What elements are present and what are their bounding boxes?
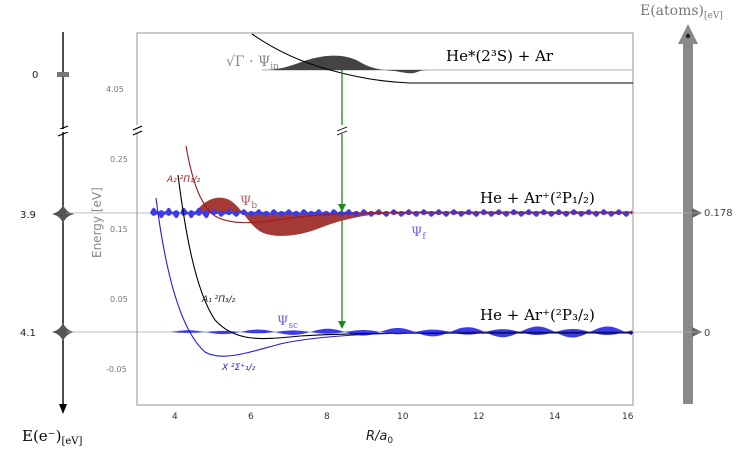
a2-potential-curve	[185, 145, 633, 224]
frame-break-a	[132, 125, 143, 131]
x-tick-14: 14	[549, 412, 561, 422]
scatter-wavefunction-label: Ψsc	[277, 314, 298, 331]
a1-label: A₁ ²Π₃/₂	[201, 295, 236, 305]
input-wavefunction-label: √Γ · Ψin	[226, 54, 279, 72]
y-tick-015: 0.15	[110, 225, 128, 234]
right-tick-0: 0	[704, 328, 710, 339]
left-axis-break-gap	[56, 129, 70, 132]
left-tick-39: 3.9	[20, 210, 36, 221]
x-tick-10: 10	[397, 412, 409, 422]
left-axis-spike-39	[52, 205, 74, 223]
left-axis-marker-0	[57, 72, 69, 77]
scatter-wavefunction-fill	[170, 326, 632, 338]
left-tick-41: 4.1	[20, 328, 36, 339]
left-axis-label: E(e⁻)[eV]	[22, 427, 82, 447]
x-tick-8: 8	[324, 412, 330, 422]
frame-break-b	[132, 130, 143, 136]
final-wavefunction-label: Ψf	[411, 225, 426, 242]
lower-region: A₁ ²Π₃/₂ X ²Σ⁺₁/₂ Ψsc He + Ar⁺(²P₃/₂)	[155, 174, 633, 373]
he-star-potential-curve	[251, 33, 633, 84]
x-potential-curve	[155, 197, 633, 357]
y-tick-m005: -0.05	[106, 365, 127, 374]
bound-wavefunction-label: Ψb	[240, 194, 257, 211]
left-axis-spike-41	[52, 323, 74, 341]
x-ticks: 4 6 8 10 12 14 16	[172, 412, 634, 422]
y-axis-label: Energy [eV]	[90, 187, 104, 258]
middle-region: A₂ ²Π₁/₂ Ψb Ψf He + Ar⁺(²P₁/₂)	[150, 145, 633, 242]
y-ticks: 4.05 0.25 0.15 0.05 -0.05	[106, 85, 128, 374]
right-axis-label: E(atoms)[eV]	[640, 3, 723, 21]
arrow-head-p32-icon	[338, 321, 346, 329]
right-energy-axis: 0.178 0 E(atoms)[eV]	[640, 3, 733, 404]
top-region: He*(2³S) + Ar √Γ · Ψin	[226, 33, 633, 84]
bound-wavefunction-fill	[195, 197, 433, 236]
asymptote-mid-label: He + Ar⁺(²P₁/₂)	[480, 189, 595, 207]
arrow-break-a	[336, 126, 348, 132]
x-tick-16: 16	[622, 412, 634, 422]
left-axis-break-b	[57, 131, 69, 137]
x-axis-label: R/a0	[366, 429, 393, 446]
x-tick-12: 12	[473, 412, 484, 422]
y-tick-005: 0.05	[110, 295, 128, 304]
arrow-break-gap	[337, 125, 347, 134]
right-tick-0178: 0.178	[704, 208, 733, 219]
left-tick-0: 0	[32, 70, 38, 81]
x-tick-6: 6	[248, 412, 254, 422]
right-axis-tip-dot	[685, 33, 691, 39]
transition-arrow	[336, 70, 348, 329]
plot-border	[136, 32, 634, 406]
arrow-break-b	[336, 130, 348, 136]
a2-label: A₂ ²Π₁/₂	[166, 175, 201, 185]
left-axis-arrow-icon	[59, 404, 67, 414]
right-axis-bar	[683, 38, 693, 404]
final-wavefunction-fill	[150, 207, 632, 219]
x-label: X ²Σ⁺₁/₂	[221, 363, 256, 373]
x-tick-4: 4	[172, 412, 178, 422]
frame-break-gap	[133, 125, 143, 133]
y-tick-025: 0.25	[110, 155, 128, 164]
left-energy-axis: 0 3.9 4.1 E(e⁻)[eV]	[20, 32, 82, 447]
input-wavefunction-fill	[262, 55, 430, 74]
arrow-head-p12-icon	[338, 204, 346, 212]
plot-frame	[132, 32, 634, 406]
asymptote-low-label: He + Ar⁺(²P₃/₂)	[480, 306, 595, 324]
y-tick-405: 4.05	[106, 85, 124, 94]
asymptote-top-label: He*(2³S) + Ar	[446, 47, 554, 65]
